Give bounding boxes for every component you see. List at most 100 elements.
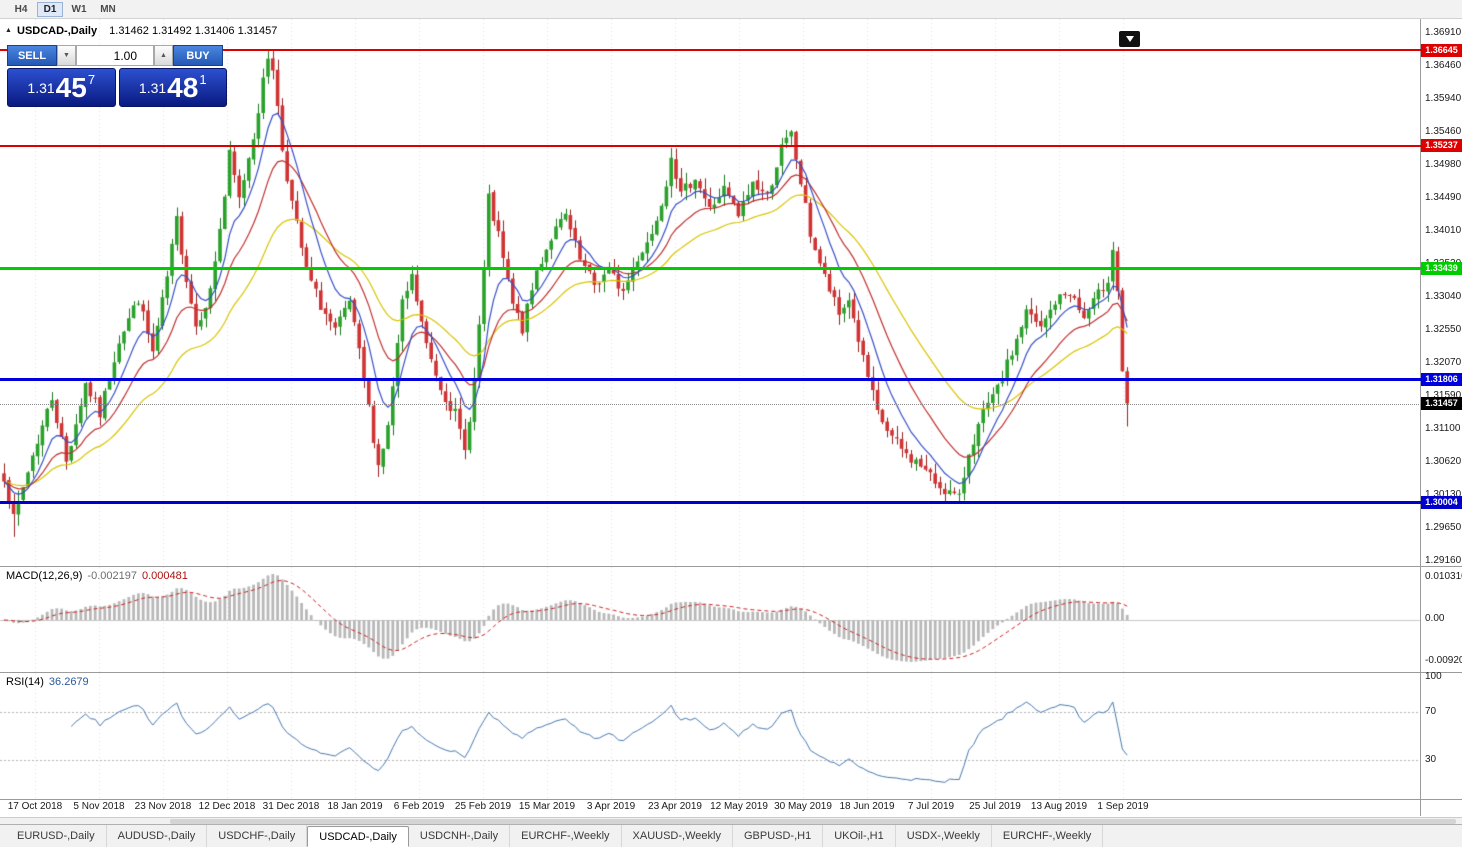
current-price-label: 1.31457 bbox=[1421, 397, 1462, 410]
rsi-axis-30: 30 bbox=[1425, 754, 1437, 765]
shift-marker-glyph bbox=[1125, 36, 1134, 42]
level-price-label: 1.35237 bbox=[1421, 139, 1462, 153]
chart-shift-marker-icon[interactable] bbox=[1119, 31, 1140, 47]
date-axis-label: 17 Oct 2018 bbox=[7, 801, 63, 812]
chart-ohlc-values: 1.31462 1.31492 1.31406 1.31457 bbox=[109, 25, 278, 37]
horizontal-level-line[interactable] bbox=[0, 266, 1421, 270]
price-axis-label: 1.36910 bbox=[1425, 27, 1462, 38]
date-axis-label: 18 Jun 2019 bbox=[839, 801, 895, 812]
date-axis-label: 1 Sep 2019 bbox=[1097, 801, 1149, 812]
date-axis-label: 23 Apr 2019 bbox=[648, 801, 702, 812]
date-axis-label: 6 Feb 2019 bbox=[393, 801, 445, 812]
horizontal-level-line[interactable] bbox=[0, 144, 1421, 147]
scrollbar-thumb[interactable] bbox=[170, 819, 1456, 824]
horizontal-level-line[interactable] bbox=[0, 500, 1421, 504]
level-price-label: 1.33439 bbox=[1421, 261, 1462, 275]
price-axis-label: 1.31100 bbox=[1425, 423, 1461, 434]
trade-panel-prices: 1.31 45 7 1.31 48 1 bbox=[7, 68, 227, 107]
date-axis-separator bbox=[0, 799, 1462, 800]
macd-value-1: -0.002197 bbox=[87, 570, 137, 582]
sell-price-sup: 7 bbox=[87, 72, 96, 87]
rsi-axis-100: 100 bbox=[1425, 671, 1442, 682]
horizontal-scrollbar[interactable] bbox=[0, 817, 1462, 824]
volume-input[interactable] bbox=[76, 45, 154, 66]
price-chart-canvas[interactable] bbox=[0, 19, 1421, 566]
timeframe-h4-button[interactable]: H4 bbox=[8, 2, 34, 17]
macd-value-2: 0.000481 bbox=[141, 570, 188, 582]
date-axis-label: 3 Apr 2019 bbox=[586, 801, 636, 812]
chart-symbol-label: USDCAD-,Daily bbox=[17, 25, 98, 37]
price-axis-border bbox=[1420, 19, 1421, 816]
price-axis-label: 1.31590 bbox=[1425, 390, 1462, 401]
tab-ukoil-h1[interactable]: UKOil-,H1 bbox=[823, 825, 896, 847]
rsi-indicator-canvas[interactable] bbox=[0, 673, 1421, 799]
rsi-axis-70: 70 bbox=[1425, 706, 1437, 717]
rsi-name: RSI(14) bbox=[6, 676, 44, 688]
tab-eurchf-weekly[interactable]: EURCHF-,Weekly bbox=[992, 825, 1104, 847]
price-axis-label: 1.34010 bbox=[1425, 225, 1462, 236]
date-axis-label: 12 Dec 2018 bbox=[198, 801, 256, 812]
price-axis-label: 1.36460 bbox=[1425, 60, 1462, 71]
macd-axis-zero: 0.00 bbox=[1425, 613, 1445, 624]
sell-price-big: 45 bbox=[55, 71, 87, 103]
tab-usdchf-daily[interactable]: USDCHF-,Daily bbox=[207, 825, 308, 847]
date-axis-label: 12 May 2019 bbox=[710, 801, 768, 812]
tab-usdcad-daily[interactable]: USDCAD-,Daily bbox=[307, 826, 409, 847]
tab-xauusd-weekly[interactable]: XAUUSD-,Weekly bbox=[622, 825, 733, 847]
macd-axis-bottom: -0.009203 bbox=[1425, 655, 1462, 666]
tab-gbpusd-h1[interactable]: GBPUSD-,H1 bbox=[733, 825, 824, 847]
macd-label: MACD(12,26,9) -0.002197 0.000481 bbox=[6, 570, 188, 582]
volume-increase-button[interactable]: ▲ bbox=[154, 45, 173, 66]
horizontal-level-line[interactable] bbox=[0, 378, 1421, 382]
level-price-label: 1.36645 bbox=[1421, 43, 1462, 57]
tab-usdx-weekly[interactable]: USDX-,Weekly bbox=[896, 825, 992, 847]
level-price-label: 1.31806 bbox=[1421, 373, 1462, 387]
timeframe-mn-button[interactable]: MN bbox=[95, 2, 121, 17]
price-axis-label: 1.32550 bbox=[1425, 324, 1462, 335]
sell-button[interactable]: SELL bbox=[7, 45, 57, 66]
date-axis-label: 31 Dec 2018 bbox=[262, 801, 320, 812]
date-axis[interactable]: 17 Oct 2018 5 Nov 2018 23 Nov 2018 12 Dec 2… bbox=[0, 800, 1420, 816]
buy-button[interactable]: BUY bbox=[173, 45, 223, 66]
tab-audusd-daily[interactable]: AUDUSD-,Daily bbox=[107, 825, 208, 847]
date-axis-label: 7 Jul 2019 bbox=[907, 801, 955, 812]
date-axis-label: 25 Jul 2019 bbox=[969, 801, 1021, 812]
date-axis-label: 23 Nov 2018 bbox=[134, 801, 192, 812]
price-axis-label: 1.29650 bbox=[1425, 522, 1462, 533]
timeframe-d1-button[interactable]: D1 bbox=[37, 1, 63, 17]
tab-usdcnh-daily[interactable]: USDCNH-,Daily bbox=[409, 825, 511, 847]
date-axis-label: 15 Mar 2019 bbox=[518, 801, 576, 812]
date-axis-label: 13 Aug 2019 bbox=[1030, 801, 1088, 812]
timeframe-toolbar: H4 D1 W1 MN bbox=[0, 0, 1462, 19]
rsi-panel-separator[interactable] bbox=[0, 672, 1462, 673]
date-axis-label: 30 May 2019 bbox=[774, 801, 832, 812]
buy-price-sup: 1 bbox=[199, 72, 207, 87]
date-axis-label: 5 Nov 2018 bbox=[73, 801, 125, 812]
chart-title: ▲ USDCAD-,Daily 1.31462 1.31492 1.31406 … bbox=[5, 25, 277, 37]
tab-eurusd-daily[interactable]: EURUSD-,Daily bbox=[6, 825, 107, 847]
price-axis-label: 1.34490 bbox=[1425, 192, 1462, 203]
volume-decrease-button[interactable]: ▼ bbox=[57, 45, 76, 66]
macd-panel-separator[interactable] bbox=[0, 566, 1462, 567]
timeframe-w1-button[interactable]: W1 bbox=[66, 2, 92, 17]
trade-panel-controls: SELL ▼ ▲ BUY bbox=[7, 45, 227, 66]
tab-eurchf-weekly[interactable]: EURCHF-,Weekly bbox=[510, 825, 622, 847]
price-axis-label: 1.33040 bbox=[1425, 291, 1462, 302]
rsi-label: RSI(14) 36.2679 bbox=[6, 676, 89, 688]
macd-indicator-canvas[interactable] bbox=[0, 567, 1421, 672]
symbol-marker-icon: ▲ bbox=[5, 27, 12, 34]
buy-price-display[interactable]: 1.31 48 1 bbox=[118, 68, 227, 107]
buy-price-prefix: 1.31 bbox=[138, 79, 167, 96]
horizontal-level-line[interactable] bbox=[0, 49, 1421, 52]
bid-price-line bbox=[0, 403, 1421, 405]
rsi-value: 36.2679 bbox=[48, 676, 89, 688]
sell-price-display[interactable]: 1.31 45 7 bbox=[7, 68, 116, 107]
price-axis-label: 1.29160 bbox=[1425, 555, 1462, 566]
price-axis-label: 1.30130 bbox=[1425, 489, 1462, 500]
price-axis-label: 1.35460 bbox=[1425, 126, 1462, 137]
chart-tabs-bar: EURUSD-,Daily AUDUSD-,Daily USDCHF-,Daily U… bbox=[0, 824, 1462, 847]
